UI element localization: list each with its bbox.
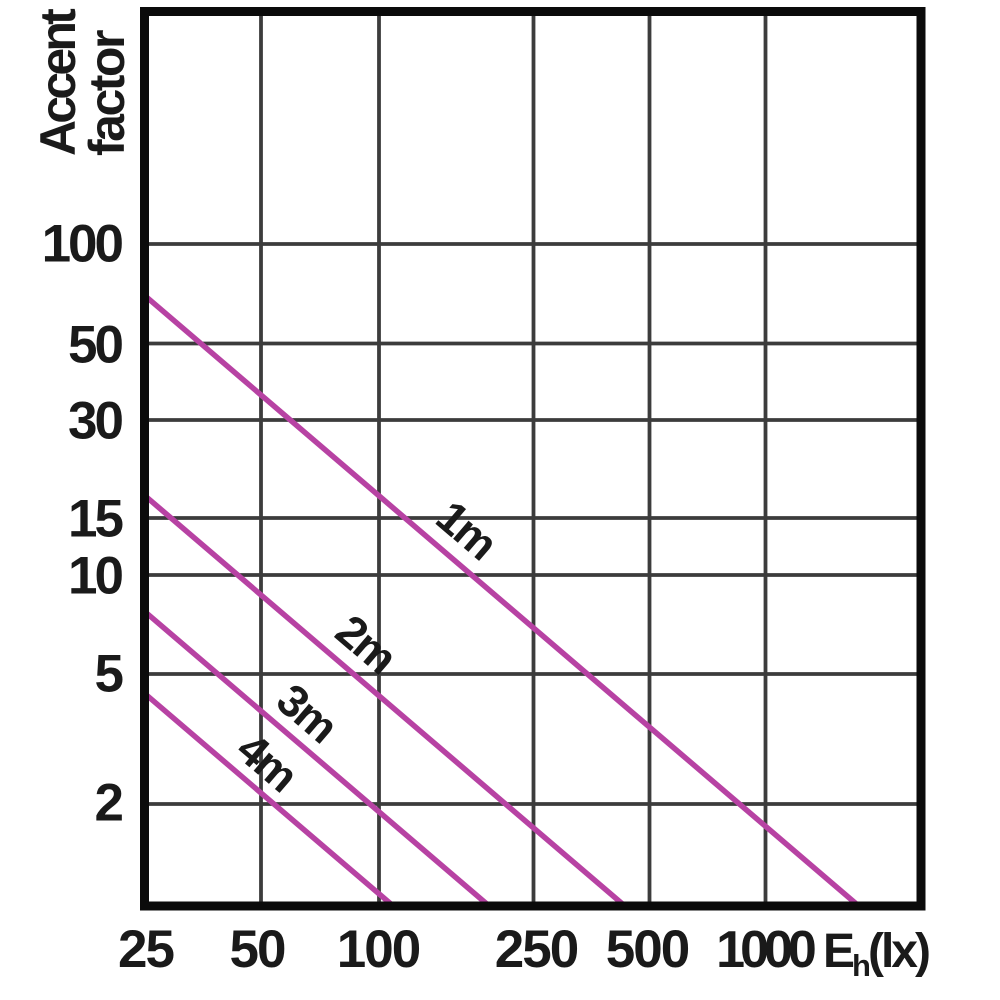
svg-text:30: 30 [68,392,122,451]
svg-text:25: 25 [118,920,173,979]
svg-text:Accent: Accent [30,8,86,156]
svg-text:5: 5 [95,645,123,704]
svg-text:500: 500 [606,920,689,979]
svg-text:1000: 1000 [716,921,815,979]
svg-text:50: 50 [230,920,285,979]
svg-text:100: 100 [337,920,420,979]
svg-text:10: 10 [68,547,122,606]
svg-text:100: 100 [42,215,123,274]
svg-text:15: 15 [68,490,122,549]
svg-text:50: 50 [68,316,122,375]
svg-text:factor: factor [79,30,135,156]
svg-text:2: 2 [95,774,123,833]
svg-text:Eh(lx): Eh(lx) [823,925,929,983]
svg-text:250: 250 [495,920,578,979]
